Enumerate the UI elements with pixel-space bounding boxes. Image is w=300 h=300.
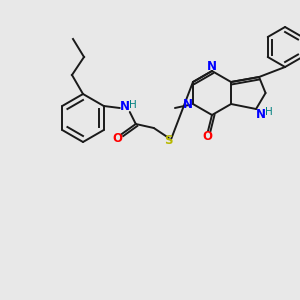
Text: N: N <box>120 100 130 113</box>
Text: S: S <box>164 134 173 146</box>
Text: O: O <box>113 131 123 145</box>
Text: O: O <box>202 130 212 143</box>
Text: N: N <box>183 98 193 112</box>
Text: N: N <box>256 107 266 121</box>
Text: H: H <box>129 100 137 110</box>
Text: N: N <box>207 59 217 73</box>
Text: H: H <box>265 107 273 117</box>
